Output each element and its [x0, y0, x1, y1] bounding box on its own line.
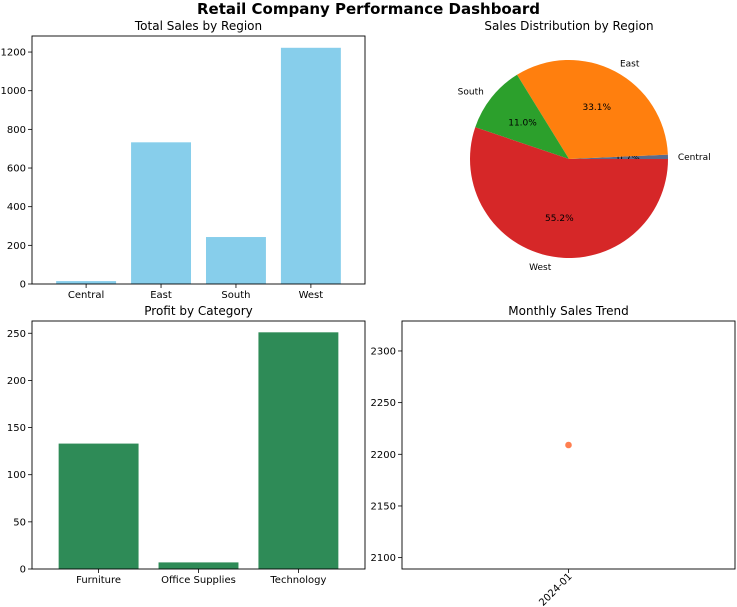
profit-by-category-chart-ytick-label: 50: [13, 517, 26, 528]
sales-distribution-pie-pct-west: 55.2%: [545, 214, 574, 224]
monthly-sales-trend-chart-ytick-label: 2250: [371, 398, 396, 409]
profit-by-category-chart-ytick-label: 0: [20, 565, 26, 576]
profit-by-category-chart-bar-technology: [258, 332, 339, 569]
sales-by-region-chart-xtick-label: South: [221, 290, 250, 301]
sales-distribution-pie: Central0.7%East33.1%South11.0%West55.2%S…: [458, 19, 711, 273]
sales-by-region-chart-title: Total Sales by Region: [134, 19, 262, 33]
sales-distribution-pie-pct-east: 33.1%: [582, 103, 611, 113]
monthly-sales-trend-chart-ytick-label: 2200: [371, 450, 396, 461]
sales-by-region-chart-bar-south: [205, 237, 266, 284]
sales-by-region-chart-ytick-label: 1000: [1, 86, 26, 97]
sales-distribution-pie-slice-west: [470, 127, 668, 259]
monthly-sales-trend-chart-ytick-label: 2300: [371, 346, 396, 357]
monthly-sales-trend-chart-ytick-label: 2100: [371, 553, 396, 564]
profit-by-category-chart-xtick-label: Technology: [269, 575, 326, 586]
sales-by-region-chart-ytick-label: 200: [7, 241, 26, 252]
sales-by-region-chart-ytick-label: 400: [7, 202, 26, 213]
monthly-sales-trend-chart-point-2024-01: [565, 441, 572, 449]
sales-by-region-chart-ytick-label: 1200: [1, 48, 26, 59]
profit-by-category-chart-ytick-label: 250: [7, 329, 26, 340]
monthly-sales-trend-chart-ytick-label: 2150: [371, 501, 396, 512]
profit-by-category-chart-xtick-label: Furniture: [76, 575, 121, 586]
sales-distribution-pie-pct-south: 11.0%: [508, 119, 537, 129]
profit-by-category-chart-ytick-label: 200: [7, 376, 26, 387]
sales-by-region-chart-frame: [31, 35, 366, 285]
sales-by-region-chart-bar-central: [56, 281, 117, 284]
sales-by-region-chart-xtick-label: West: [299, 290, 324, 301]
profit-by-category-chart-ytick-label: 150: [7, 423, 26, 434]
monthly-sales-trend-chart-xtick-label: 2024-01: [537, 571, 574, 607]
sales-by-region-chart-ytick-label: 600: [7, 164, 26, 175]
sales-by-region-chart: Central East South West 0 200 400 600 800 1000 120…: [1, 19, 366, 301]
profit-by-category-chart: Furniture Office Supplies Technology 0 50 100…: [7, 304, 366, 586]
sales-distribution-pie-slice-east: [517, 60, 668, 159]
sales-by-region-chart-bar-east: [131, 142, 192, 284]
sales-by-region-chart-xtick-label: East: [150, 290, 172, 301]
monthly-sales-trend-chart: 2024-01 2100 2150 2200 2250 2300 Monthly Sales…: [371, 304, 736, 607]
sales-distribution-pie-slice-south: [475, 74, 569, 159]
sales-distribution-pie-label-central: Central: [678, 153, 711, 163]
profit-by-category-chart-xtick-label: Office Supplies: [161, 575, 236, 586]
profit-by-category-chart-frame: [31, 320, 366, 570]
sales-by-region-chart-bar-west: [280, 47, 341, 285]
sales-distribution-pie-title: Sales Distribution by Region: [484, 19, 653, 33]
sales-distribution-pie-label-east: East: [620, 59, 640, 69]
sales-distribution-pie-slice-central: [569, 154, 668, 159]
sales-distribution-pie-label-south: South: [458, 88, 484, 98]
sales-by-region-chart-ytick-label: 800: [7, 125, 26, 136]
profit-by-category-chart-title: Profit by Category: [144, 304, 252, 318]
sales-by-region-chart-ytick-label: 0: [20, 280, 26, 291]
monthly-sales-trend-chart-title: Monthly Sales Trend: [508, 304, 628, 318]
sales-by-region-chart-xtick-label: Central: [68, 290, 104, 301]
profit-by-category-chart-bar-furniture: [58, 443, 139, 569]
monthly-sales-trend-chart-frame: [401, 320, 736, 570]
profit-by-category-chart-ytick-label: 100: [7, 470, 26, 481]
profit-by-category-chart-bar-office-supplies: [158, 562, 239, 569]
dashboard-title: Retail Company Performance Dashboard: [197, 0, 540, 18]
sales-distribution-pie-label-west: West: [529, 263, 552, 273]
